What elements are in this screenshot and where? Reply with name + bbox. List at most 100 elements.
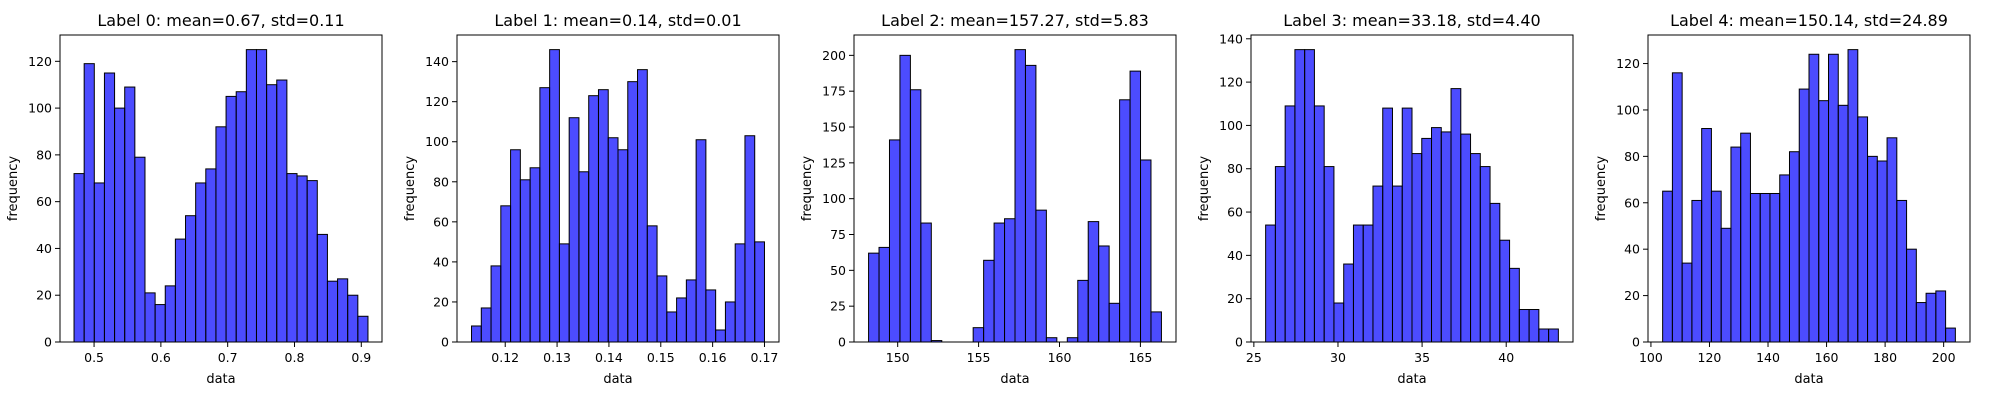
y-tick-label: 100 (28, 101, 52, 116)
histogram-bar (1313, 105, 1325, 343)
histogram-bar (1119, 99, 1131, 343)
histogram-bar (103, 72, 116, 343)
x-tick-label: 155 (967, 350, 991, 365)
histogram-bar (1401, 107, 1413, 343)
histogram-bar (549, 49, 560, 343)
y-tick-label: 60 (36, 194, 52, 209)
histogram-bar (1014, 49, 1026, 343)
histogram-bar (296, 175, 308, 343)
histogram-bar (1108, 302, 1121, 343)
histogram-bar (215, 126, 227, 343)
y-tick-label: 20 (433, 294, 449, 309)
histogram-bar (266, 84, 278, 343)
histogram-bar (255, 49, 268, 343)
y-tick-label: 25 (830, 299, 846, 314)
histogram-bar (1528, 309, 1540, 343)
x-tick-label: 160 (1815, 350, 1839, 365)
plot-frame (59, 34, 383, 343)
y-tick-label: 75 (830, 227, 846, 242)
y-tick-label: 100 (1616, 102, 1640, 117)
histogram-bar (920, 222, 932, 343)
histogram-bar (1274, 166, 1286, 343)
histogram-bar (1509, 267, 1520, 343)
y-tick-label: 120 (1616, 56, 1640, 71)
histogram-bar (705, 289, 717, 343)
histogram-bar (1779, 174, 1790, 343)
histogram-bar (1867, 155, 1878, 343)
histogram-bar (993, 222, 1006, 343)
histogram-bar (909, 89, 922, 343)
histogram-bar (983, 259, 995, 343)
histogram-bar (1788, 151, 1800, 343)
histogram-bar (1450, 88, 1462, 343)
y-tick-label: 120 (28, 54, 52, 69)
histogram-bar (1847, 49, 1859, 343)
histogram-bar (734, 243, 746, 343)
y-tick-label: 80 (1624, 149, 1640, 164)
x-tick-label: 160 (1048, 350, 1072, 365)
histogram-bar (1906, 248, 1917, 343)
histogram-bar (878, 246, 890, 343)
histogram-bar (1945, 327, 1956, 343)
histogram-bar (357, 315, 369, 343)
histogram-bar (1304, 49, 1315, 343)
histogram-bar (1460, 133, 1472, 343)
histogram-bar (1730, 146, 1742, 343)
histogram-bar (519, 179, 531, 343)
histogram-bar (1382, 107, 1393, 343)
histogram-bar (1411, 153, 1423, 343)
histogram-bar (1362, 224, 1374, 343)
histogram-bar (1045, 337, 1058, 343)
histogram-bar (1077, 279, 1089, 343)
x-axis-label: data (1000, 372, 1029, 387)
y-tick-label: 80 (1227, 161, 1243, 176)
histogram-bar (1352, 224, 1364, 343)
chart-title: Label 0: mean=0.67, std=0.11 (97, 11, 344, 30)
histogram-bar (1431, 127, 1442, 343)
y-tick-label: 0 (441, 335, 449, 350)
histogram-bar (1671, 72, 1683, 343)
histogram-bar (124, 86, 136, 343)
x-tick-label: 0.16 (699, 350, 727, 365)
histogram-bar (568, 117, 580, 343)
chart-title: Label 2: mean=157.27, std=5.83 (881, 11, 1149, 30)
y-tick-label: 60 (433, 214, 449, 229)
histogram-bar (1284, 105, 1296, 343)
x-tick-label: 140 (1756, 350, 1780, 365)
y-tick-label: 40 (1227, 248, 1243, 263)
histogram-bar (1681, 262, 1693, 343)
y-tick-label: 50 (830, 263, 846, 278)
histogram-bar (93, 182, 105, 343)
histogram-bar (225, 95, 237, 343)
histogram-bar (144, 292, 156, 343)
plot-frame (456, 34, 780, 343)
histogram-bar (1470, 153, 1481, 343)
histogram-bar (306, 180, 318, 343)
x-tick-label: 0.8 (285, 350, 305, 365)
histogram-bar (868, 252, 880, 343)
histogram-bar (164, 285, 176, 343)
histogram-bar (529, 167, 541, 343)
histogram-bar (1740, 132, 1751, 343)
histogram-bar (326, 280, 339, 343)
histogram-bar (1440, 131, 1452, 343)
histogram-bar (1538, 328, 1550, 343)
histogram-bar (1004, 218, 1016, 343)
y-tick-label: 20 (1227, 291, 1243, 306)
histogram-bar (1548, 328, 1559, 343)
histogram-bar (1479, 166, 1491, 343)
histogram-bar (676, 297, 687, 343)
histogram-bar (1518, 309, 1530, 343)
histogram-bar (597, 89, 609, 343)
y-tick-label: 200 (822, 48, 846, 63)
x-axis-label: data (603, 372, 632, 387)
histogram-bar (174, 238, 187, 343)
histogram-bar (1701, 128, 1712, 343)
histogram-bar (1857, 116, 1869, 343)
histogram-bar (205, 168, 217, 343)
x-tick-label: 0.17 (751, 350, 779, 365)
histogram-bar (185, 215, 197, 343)
y-tick-label: 80 (433, 174, 449, 189)
histogram-bar (154, 304, 166, 343)
